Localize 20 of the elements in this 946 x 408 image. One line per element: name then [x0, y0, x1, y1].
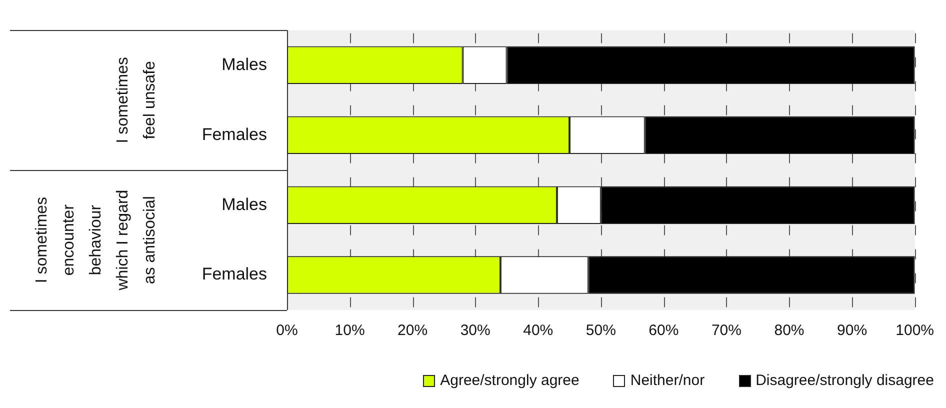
y-tick-label: Females	[202, 264, 267, 284]
legend-label: Neither/nor	[630, 372, 705, 389]
x-tick-label: 80%	[774, 322, 804, 340]
legend-label: Disagree/strongly disagree	[756, 372, 934, 389]
x-tick-label: 0%	[276, 322, 298, 340]
x-tick-label: 20%	[398, 322, 428, 340]
x-tick-label: 60%	[648, 322, 679, 340]
y-tick-label: Males	[222, 194, 267, 214]
x-tick-label: 100%	[896, 322, 934, 340]
x-tick-label: 90%	[837, 322, 868, 340]
x-tick-label: 70%	[711, 322, 742, 340]
x-tick-label: 40%	[523, 322, 554, 340]
x-tick-label: 30%	[460, 322, 490, 340]
legend-label: Agree/strongly agree	[440, 372, 580, 389]
y-tick-label: Males	[222, 54, 267, 74]
y-tick-label: Females	[202, 124, 267, 144]
text: I sometimes feel unsafe	[114, 57, 158, 144]
x-tick-label: 10%	[334, 322, 365, 340]
text: I sometimes encounter behaviour which I regard as antisocial	[33, 190, 158, 292]
x-tick-label: 50%	[586, 322, 616, 340]
